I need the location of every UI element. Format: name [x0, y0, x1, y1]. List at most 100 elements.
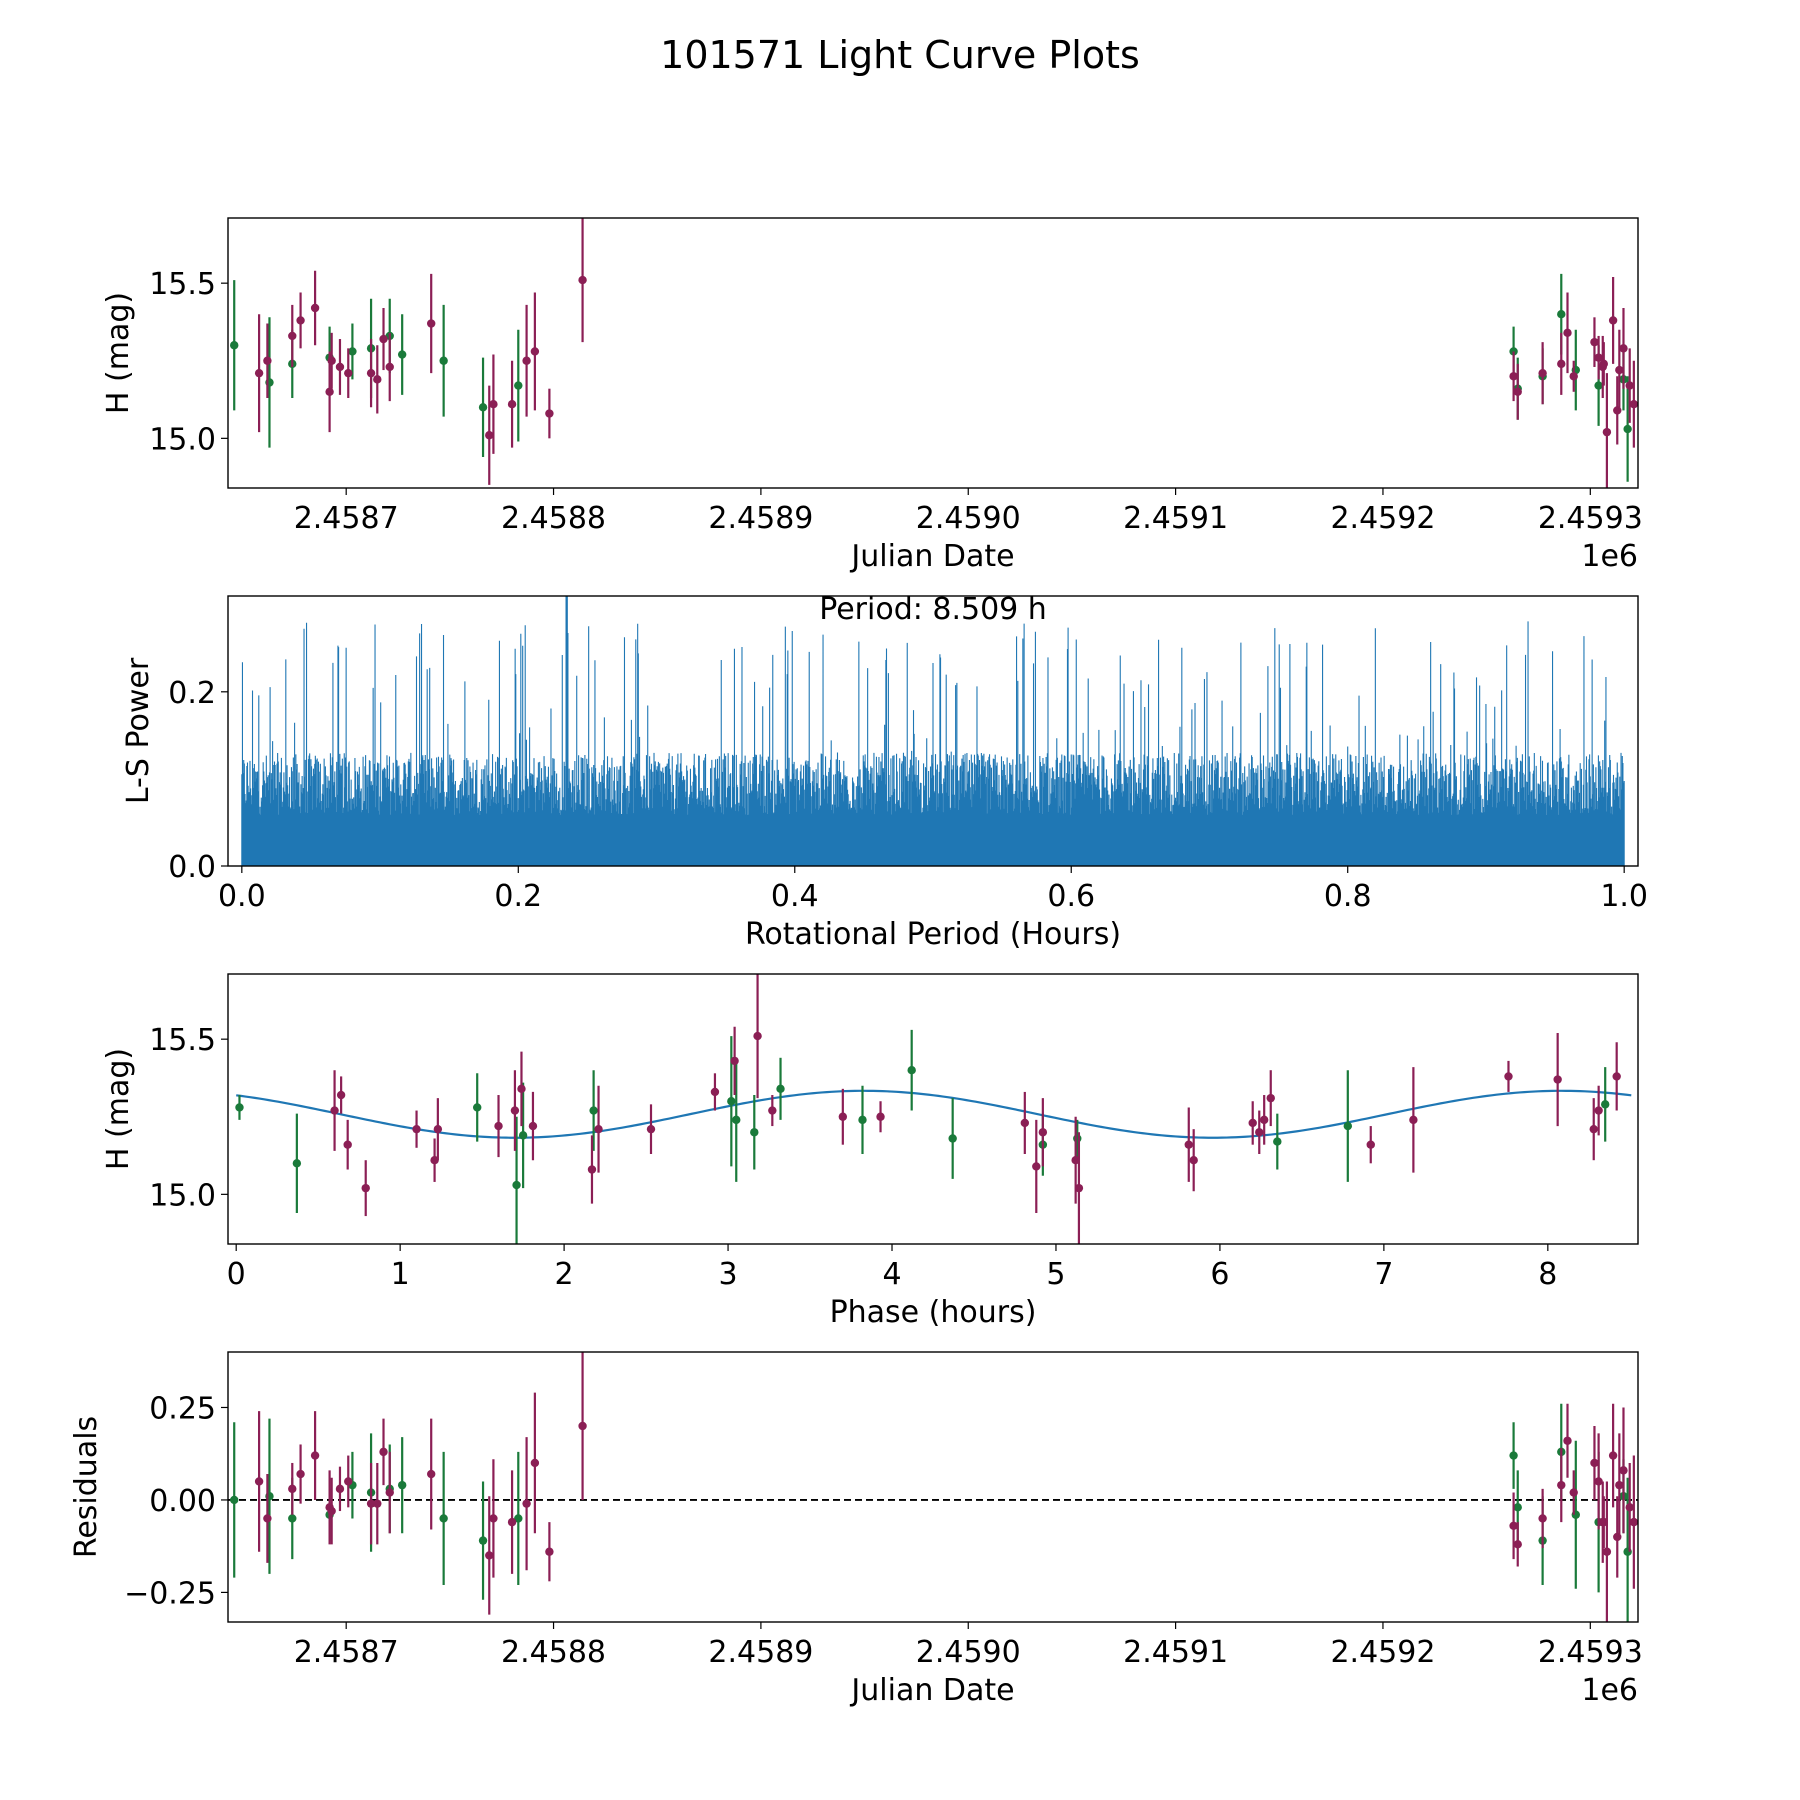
x-offset-label: 1e6	[1581, 1673, 1638, 1708]
magenta-point	[522, 356, 531, 365]
magenta-point	[433, 1124, 443, 1134]
magenta-point	[1266, 1093, 1275, 1103]
magenta-point	[296, 1469, 305, 1479]
magenta-point	[522, 1499, 531, 1508]
magenta-point	[1629, 400, 1638, 409]
x-tick-label: 2.4592	[1330, 1635, 1435, 1670]
green-point	[1509, 347, 1518, 356]
magenta-point	[379, 334, 388, 344]
magenta-point	[1248, 1118, 1257, 1128]
x-tick-label: 2.4587	[294, 1635, 399, 1670]
magenta-point	[485, 431, 494, 440]
green-point	[348, 347, 357, 356]
green-point	[1717, 434, 1725, 442]
magenta-point	[1594, 1106, 1603, 1115]
y-tick-label: 0.25	[149, 1391, 216, 1426]
magenta-point	[1538, 1514, 1547, 1523]
magenta-point	[1553, 1075, 1562, 1084]
magenta-point	[489, 400, 498, 409]
magenta-point	[494, 1121, 503, 1131]
magenta-point	[1038, 1128, 1048, 1137]
x-tick-label: 2.4592	[1330, 501, 1435, 536]
x-tick-label: 2.4593	[1538, 1635, 1643, 1670]
magenta-point	[545, 1547, 554, 1556]
y-tick-label: −0.25	[124, 1576, 216, 1611]
x-tick-label: 8	[1538, 1257, 1557, 1292]
y-axis-label: Residuals	[69, 1416, 104, 1558]
magenta-point	[1184, 1140, 1193, 1149]
magenta-point	[1594, 353, 1603, 362]
magenta-point	[263, 356, 272, 365]
y-tick-label: 15.5	[149, 267, 216, 302]
green-point	[235, 1103, 244, 1112]
x-tick-label: 2.4589	[708, 501, 813, 536]
magenta-point	[1255, 1128, 1264, 1137]
axes-frame	[227, 973, 1639, 1245]
magenta-point	[530, 1458, 540, 1468]
x-axis-label: Julian Date	[849, 1673, 1014, 1708]
green-point	[1623, 424, 1632, 434]
green-point	[512, 1180, 521, 1190]
x-tick-label: 2.4591	[1123, 501, 1228, 536]
axes-frame	[227, 595, 1639, 867]
green-point	[397, 1480, 407, 1490]
plot-area	[230, 218, 1725, 488]
magenta-point	[427, 1469, 436, 1479]
green-point	[292, 1159, 302, 1168]
magenta-point	[710, 1087, 720, 1097]
x-tick-label: 4	[882, 1257, 901, 1292]
magenta-point	[1071, 1156, 1080, 1165]
magenta-point	[1602, 1547, 1612, 1556]
x-offset-label: 1e6	[1581, 539, 1638, 574]
magenta-point	[545, 409, 554, 418]
green-point	[1073, 1134, 1082, 1143]
residuals-panel: 2.4587 2.4588 2.4589 2.4590 2.4591 2.4592 2.45…	[69, 1351, 1643, 1708]
magenta-point	[753, 1031, 762, 1041]
green-point	[397, 350, 407, 359]
green-point	[1273, 1137, 1282, 1146]
magenta-point	[1625, 1503, 1634, 1512]
x-tick-label: 2.4591	[1123, 1635, 1228, 1670]
green-point	[732, 1115, 741, 1125]
x-tick-label: 6	[1210, 1257, 1229, 1292]
y-tick-label: 15.5	[149, 1023, 216, 1058]
green-point	[439, 356, 448, 365]
magenta-point	[1509, 372, 1518, 381]
magenta-point	[263, 1514, 272, 1523]
magenta-point	[1563, 1436, 1572, 1445]
magenta-point	[528, 1121, 538, 1131]
magenta-point	[1366, 1140, 1375, 1149]
periodogram-line	[241, 596, 1625, 866]
x-tick-label: 2.4587	[294, 501, 399, 536]
magenta-point	[344, 1477, 353, 1486]
x-tick-label: 3	[719, 1257, 738, 1292]
magenta-point	[296, 316, 305, 325]
magenta-point	[1629, 1517, 1638, 1527]
green-point	[1343, 1121, 1353, 1131]
green-point	[1509, 1451, 1518, 1460]
magenta-point	[412, 1124, 421, 1134]
x-tick-label: 1.0	[1600, 879, 1648, 914]
magenta-point	[327, 1506, 336, 1516]
magenta-point	[1612, 1072, 1621, 1081]
x-tick-label: 0.8	[1324, 879, 1372, 914]
x-tick-label: 0.4	[771, 879, 819, 914]
magenta-point	[1504, 1072, 1513, 1081]
magenta-point	[1608, 316, 1618, 325]
magenta-point	[1619, 1466, 1628, 1475]
green-point	[1594, 381, 1603, 390]
magenta-point	[838, 1112, 848, 1121]
magenta-point	[730, 1056, 739, 1066]
magenta-point	[594, 1124, 603, 1134]
magenta-point	[1590, 1458, 1599, 1468]
magenta-point	[1020, 1118, 1030, 1128]
period-annotation: Period: 8.509 h	[819, 592, 1047, 627]
y-axis-label: L-S Power	[121, 657, 156, 804]
x-axis-label: Phase (hours)	[830, 1295, 1037, 1330]
magenta-point	[327, 356, 336, 365]
magenta-point	[373, 375, 382, 384]
x-tick-label: 2.4588	[501, 501, 606, 536]
magenta-point	[1569, 372, 1578, 381]
magenta-point	[288, 331, 297, 341]
